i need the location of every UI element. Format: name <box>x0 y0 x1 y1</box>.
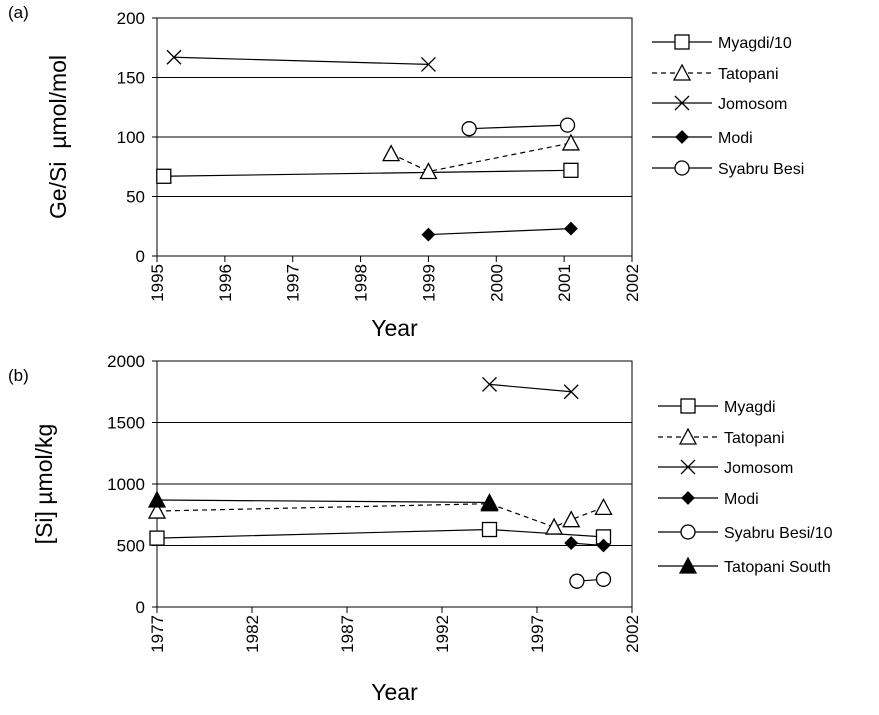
legend-marker <box>675 130 689 144</box>
x-tick-label: 1999 <box>419 264 438 302</box>
y-axis-title: Ge/Si µmol/mol <box>45 55 71 219</box>
data-point <box>166 49 182 65</box>
panel-label: (b) <box>8 366 29 385</box>
y-tick-label: 150 <box>117 69 145 88</box>
y-tick-label: 50 <box>126 188 145 207</box>
legend-marker <box>674 34 690 50</box>
legend-label: Myagdi/10 <box>718 35 792 52</box>
legend-marker <box>680 398 696 414</box>
data-point <box>147 490 167 508</box>
series-line <box>428 228 571 236</box>
data-point <box>419 162 438 180</box>
y-tick-label: 0 <box>136 598 145 617</box>
y-axis-title: [Si] µmol/kg <box>31 424 57 545</box>
data-point <box>482 376 497 392</box>
x-axis-title: Year <box>371 315 418 341</box>
legend-label: Tatopani <box>724 430 785 447</box>
plot-frame <box>156 17 633 257</box>
legend-label: Modi <box>724 491 759 508</box>
x-axis-title: Year <box>371 679 418 705</box>
y-tick-label: 500 <box>117 537 145 556</box>
x-tick-label: 2002 <box>623 615 642 653</box>
data-point <box>461 121 477 137</box>
legend-label: Syabru Besi <box>718 161 804 178</box>
data-point <box>563 384 579 400</box>
x-tick-label: 2002 <box>623 264 642 302</box>
plot-frame <box>156 360 633 608</box>
legend-marker <box>681 491 695 505</box>
data-point <box>562 510 581 528</box>
x-tick-label: 1997 <box>528 615 547 653</box>
legend-label: Jomosom <box>724 460 793 477</box>
x-tick-label: 1995 <box>148 264 167 302</box>
y-tick-label: 1000 <box>107 475 145 494</box>
series-line <box>469 124 568 130</box>
data-point <box>569 573 585 589</box>
legend-marker <box>674 160 690 176</box>
series-line <box>163 169 571 177</box>
legend-label: Tatopani <box>718 66 779 83</box>
x-tick-label: 1996 <box>216 264 235 302</box>
data-point <box>382 144 401 162</box>
x-tick-label: 1992 <box>433 615 452 653</box>
data-point <box>156 168 172 184</box>
panel-label: (a) <box>8 3 29 22</box>
y-tick-label: 0 <box>136 247 145 266</box>
y-tick-label: 2000 <box>107 352 145 371</box>
legend-label: Syabru Besi/10 <box>724 525 833 542</box>
legend-marker <box>678 556 698 574</box>
data-point <box>480 493 499 511</box>
data-point <box>561 133 581 151</box>
data-point <box>563 162 579 178</box>
series-line <box>156 503 604 528</box>
x-tick-label: 1982 <box>243 615 262 653</box>
legend-label: Myagdi <box>724 399 776 416</box>
data-point <box>594 497 613 516</box>
series-line <box>173 56 429 66</box>
series-line <box>489 383 572 393</box>
legend-marker <box>672 63 692 81</box>
series-line <box>156 528 604 539</box>
y-tick-label: 200 <box>117 9 145 28</box>
legend-marker <box>680 459 696 475</box>
x-tick-label: 1977 <box>148 615 167 653</box>
y-tick-label: 100 <box>117 128 145 147</box>
series-line <box>390 142 572 173</box>
data-point <box>149 530 165 546</box>
data-point <box>545 517 564 535</box>
x-tick-label: 1997 <box>284 264 303 302</box>
legend-marker <box>678 427 698 445</box>
x-tick-label: 2000 <box>487 264 506 302</box>
legend-marker <box>680 524 696 540</box>
y-tick-label: 1500 <box>107 414 145 433</box>
legend-marker <box>674 95 690 111</box>
data-point <box>564 536 579 550</box>
data-point <box>421 227 436 242</box>
data-point <box>420 56 436 72</box>
x-tick-label: 1987 <box>338 615 357 653</box>
x-tick-label: 1998 <box>352 264 371 302</box>
legend-label: Jomosom <box>718 96 787 113</box>
data-point <box>481 521 498 538</box>
legend-label: Tatopani South <box>724 559 831 576</box>
data-point <box>595 571 612 587</box>
data-point <box>147 501 167 519</box>
data-point <box>596 538 611 553</box>
data-point <box>559 117 576 133</box>
x-tick-label: 2001 <box>555 264 574 302</box>
legend-label: Modi <box>718 130 753 147</box>
series-line <box>156 499 490 504</box>
data-point <box>564 221 578 236</box>
